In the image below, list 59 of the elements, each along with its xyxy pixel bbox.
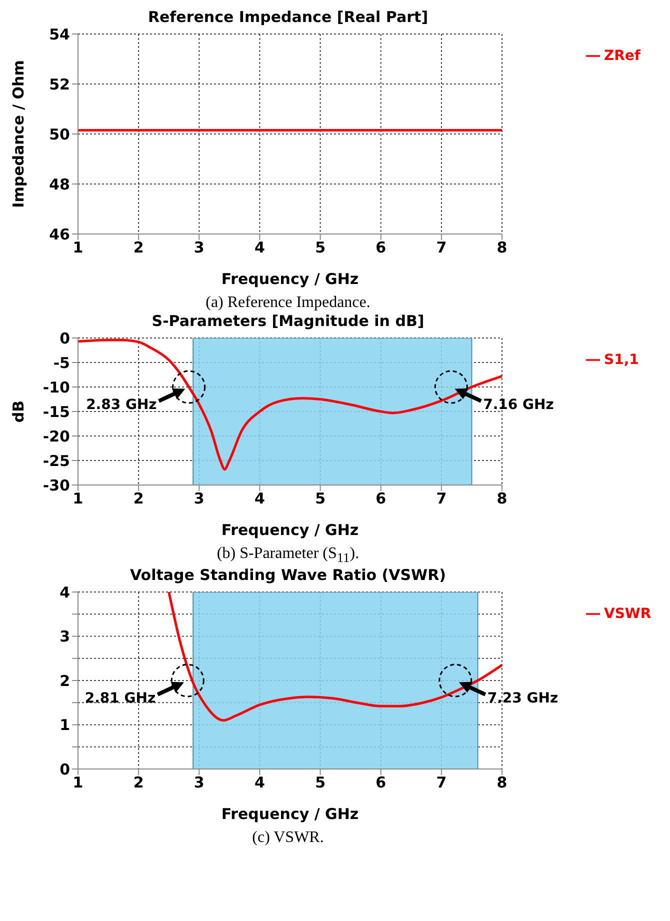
x-tick-label: 6 bbox=[376, 238, 386, 257]
y-tick-label: 52 bbox=[49, 75, 70, 94]
x-tick-label: 2 bbox=[133, 490, 144, 508]
legend-label: VSWR bbox=[604, 606, 652, 622]
x-tick-label: 1 bbox=[72, 490, 84, 508]
y-tick-label: -30 bbox=[42, 476, 70, 494]
y-axis-title: dB bbox=[9, 400, 28, 423]
x-tick-label: 5 bbox=[315, 490, 326, 508]
x-tick-label: 6 bbox=[376, 774, 386, 792]
chart-title: Reference Impedance [Real Part] bbox=[146, 8, 430, 26]
x-tick-label: 8 bbox=[496, 774, 508, 792]
x-tick-label: 3 bbox=[194, 490, 204, 508]
x-axis-title: Frequency / GHz bbox=[221, 521, 359, 539]
x-tick-label: 4 bbox=[254, 490, 265, 508]
y-tick-label: 2 bbox=[60, 672, 70, 690]
y-tick-label: -5 bbox=[53, 354, 70, 372]
x-tick-label: 4 bbox=[254, 774, 265, 792]
y-tick-label: -15 bbox=[42, 402, 70, 421]
y-axis-title: Impedance / Ohm bbox=[9, 60, 28, 208]
x-tick-label: 3 bbox=[194, 238, 204, 257]
x-tick-label: 8 bbox=[496, 238, 508, 257]
y-tick-label: 4 bbox=[60, 584, 70, 602]
x-tick-label: 5 bbox=[315, 774, 326, 792]
y-tick-label: 0 bbox=[60, 329, 70, 348]
x-tick-label: 8 bbox=[496, 490, 508, 508]
y-tick-label: 54 bbox=[49, 25, 70, 44]
x-tick-label: 5 bbox=[315, 238, 326, 257]
x-tick-label: 2 bbox=[133, 774, 144, 792]
annotation: 2.83 GHz bbox=[86, 397, 157, 413]
text: (a) Reference Impedance. bbox=[204, 294, 372, 312]
x-tick-label: 3 bbox=[194, 774, 204, 792]
legend-label: ZRef bbox=[604, 48, 641, 64]
text: (b) S-Parameter (S$_{11}$). bbox=[216, 545, 360, 566]
legend-label: S1,1 bbox=[604, 352, 639, 368]
x-tick-label: 7 bbox=[436, 774, 447, 792]
x-axis-title: Frequency / GHz bbox=[221, 270, 359, 288]
x-tick-label: 4 bbox=[254, 238, 265, 257]
y-tick-label: 3 bbox=[60, 628, 70, 646]
y-tick-label: 50 bbox=[49, 125, 70, 144]
annotation: 7.23 GHz bbox=[487, 690, 558, 707]
x-tick-label: 7 bbox=[436, 490, 447, 508]
chart-title: S-Parameters [Magnitude in dB] bbox=[150, 312, 426, 330]
y-tick-label: -10 bbox=[42, 378, 70, 396]
x-tick-label: 7 bbox=[436, 238, 447, 257]
x-axis-title: Frequency / GHz bbox=[221, 805, 359, 824]
y-tick-label: 1 bbox=[60, 716, 70, 734]
y-tick-label: 46 bbox=[49, 225, 70, 244]
x-tick-label: 1 bbox=[72, 774, 84, 792]
annotation: 7.16 GHz bbox=[483, 397, 554, 413]
x-tick-label: 2 bbox=[133, 238, 144, 257]
text: (c) VSWR. bbox=[251, 829, 325, 848]
y-tick-label: 48 bbox=[49, 175, 70, 194]
chart-title: Voltage Standing Wave Ratio (VSWR) bbox=[129, 566, 447, 584]
x-tick-label: 6 bbox=[376, 490, 386, 508]
x-tick-label: 1 bbox=[72, 238, 84, 257]
y-tick-label: 0 bbox=[60, 760, 70, 779]
y-tick-label: -20 bbox=[42, 427, 70, 446]
annotation: 2.81 GHz bbox=[84, 690, 156, 707]
y-tick-label: -25 bbox=[42, 452, 70, 470]
